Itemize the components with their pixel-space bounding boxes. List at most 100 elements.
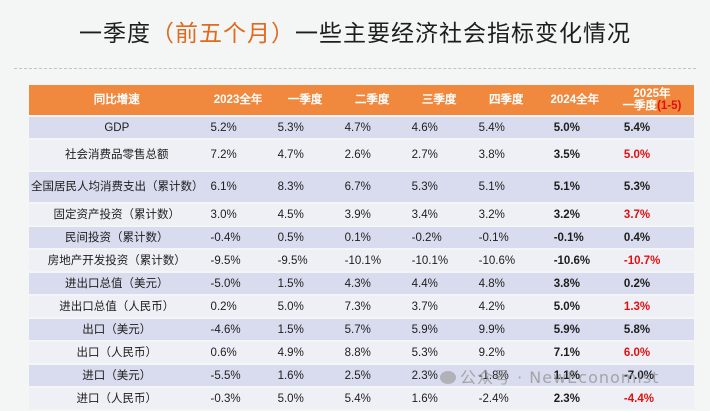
table-row: 固定资产投资（累计数） 3.0% 4.5% 3.9% 3.4% 3.2% 3.2% 3.7% xyxy=(29,204,694,225)
row-label: 民间投资（累计数） xyxy=(29,227,205,248)
table-cell: -5.5% xyxy=(204,365,272,386)
table-cell: 7.2% xyxy=(204,140,272,170)
row-label: 出口（美元） xyxy=(29,319,205,340)
table-cell: 0.5% xyxy=(271,227,339,248)
table-cell: 0.6% xyxy=(204,342,272,363)
wechat-icon xyxy=(440,371,456,384)
table-cell: 3.2% xyxy=(539,204,610,225)
table-cell: 5.4% xyxy=(472,117,540,138)
table-cell: 5.0% xyxy=(271,296,339,317)
table-cell: -0.2% xyxy=(405,227,473,248)
table-cell: 5.0% xyxy=(609,140,694,170)
title-divider xyxy=(14,68,696,69)
table-cell: -4.4% xyxy=(609,388,694,409)
table-cell: 5.7% xyxy=(338,319,406,340)
table-row: 出口（人民币） 0.6% 4.9% 8.8% 5.3% 9.2% 7.1% 6.0% xyxy=(29,342,694,363)
header-2025-range: (1-5) xyxy=(657,100,682,112)
table-cell: 4.9% xyxy=(271,342,339,363)
table-cell: 5.8% xyxy=(609,319,694,340)
column-header-2025: 2025年 一季度(1-5) xyxy=(609,85,694,115)
table-cell: 0.2% xyxy=(204,296,272,317)
table-cell: -10.1% xyxy=(338,250,406,271)
table-cell: 6.1% xyxy=(204,172,272,202)
table-cell: 1.1% xyxy=(539,365,610,386)
table-cell: 0.4% xyxy=(609,227,694,248)
table-cell: 3.7% xyxy=(609,204,694,225)
row-label: 固定资产投资（累计数） xyxy=(29,204,205,225)
row-label: GDP xyxy=(29,117,205,138)
row-label: 进出口总值（美元） xyxy=(29,273,205,294)
table-cell: -4.6% xyxy=(204,319,272,340)
table-cell: -10.6% xyxy=(472,250,540,271)
table-cell: 1.5% xyxy=(271,273,339,294)
table-cell: 5.1% xyxy=(539,172,610,202)
table-cell: -0.3% xyxy=(204,388,272,409)
table-cell: 3.9% xyxy=(338,204,406,225)
column-header: 三季度 xyxy=(405,85,473,115)
row-label: 全国居民人均消费支出（累计数） xyxy=(29,172,205,202)
table-cell: 8.8% xyxy=(338,342,406,363)
table-row: 房地产开发投资（累计数） -9.5% -9.5% -10.1% -10.1% -10.6%… xyxy=(29,250,694,271)
table-cell: -9.5% xyxy=(271,250,339,271)
table-cell: 5.3% xyxy=(405,172,473,202)
table-cell: 6.7% xyxy=(338,172,406,202)
table-cell: 9.2% xyxy=(472,342,540,363)
table-row: GDP 5.2% 5.3% 4.7% 4.6% 5.4% 5.0% 5.4% xyxy=(29,117,694,138)
table-cell: 2.3% xyxy=(405,365,473,386)
watermark-text: 公众号 · NewEconomist xyxy=(460,368,660,387)
table-header-row: 同比增速 2023全年 一季度 二季度 三季度 四季度 2024全年 2025年… xyxy=(29,85,694,115)
table-cell: 4.4% xyxy=(405,273,473,294)
column-header: 同比增速 xyxy=(29,85,205,115)
table-cell: 4.2% xyxy=(472,296,540,317)
title-accent: （前五个月） xyxy=(151,21,295,47)
table-cell: 1.5% xyxy=(271,319,339,340)
table-cell: 5.3% xyxy=(405,342,473,363)
table-cell: 5.3% xyxy=(609,172,694,202)
table-cell: 7.3% xyxy=(338,296,406,317)
table-cell: 0.1% xyxy=(338,227,406,248)
table-cell: 3.7% xyxy=(405,296,473,317)
title-suffix: 一些主要经济社会指标变化情况 xyxy=(295,21,631,47)
table-cell: 1.6% xyxy=(271,365,339,386)
table-cell: -2.4% xyxy=(472,388,540,409)
table-cell: 2.3% xyxy=(539,388,610,409)
row-label: 进出口总值（人民币） xyxy=(29,296,205,317)
table-cell: 1.3% xyxy=(609,296,694,317)
row-label: 进口（美元） xyxy=(29,365,205,386)
indicator-table: 同比增速 2023全年 一季度 二季度 三季度 四季度 2024全年 2025年… xyxy=(29,83,694,411)
table-cell: -10.1% xyxy=(405,250,473,271)
row-label: 出口（人民币） xyxy=(29,342,205,363)
table-cell: 4.8% xyxy=(472,273,540,294)
table-cell: 3.4% xyxy=(405,204,473,225)
table-cell: 8.3% xyxy=(271,172,339,202)
table-cell: 2.6% xyxy=(338,140,406,170)
table-cell: -7.0% xyxy=(609,365,694,386)
column-header: 四季度 xyxy=(472,85,540,115)
table-row: 全国居民人均消费支出（累计数） 6.1% 8.3% 6.7% 5.3% 5.1% 5.1% 5… xyxy=(29,172,694,202)
table-cell: -0.4% xyxy=(204,227,272,248)
column-header: 二季度 xyxy=(338,85,406,115)
table-cell: 5.4% xyxy=(609,117,694,138)
table-cell: 5.9% xyxy=(539,319,610,340)
page-title: 一季度（前五个月）一些主要经济社会指标变化情况 xyxy=(0,14,710,48)
table-cell: 5.9% xyxy=(405,319,473,340)
table-cell: -0.1% xyxy=(472,227,540,248)
table-cell: -9.5% xyxy=(204,250,272,271)
table-cell: -10.6% xyxy=(539,250,610,271)
table-cell: 5.4% xyxy=(338,388,406,409)
table-row: 进口（美元） -5.5% 1.6% 2.5% 2.3% -1.8% 1.1% -7.0% xyxy=(29,365,694,386)
table-cell: 5.0% xyxy=(539,117,610,138)
table-cell: 5.0% xyxy=(539,296,610,317)
table-row: 进出口总值（人民币） 0.2% 5.0% 7.3% 3.7% 4.2% 5.0% 1.3% xyxy=(29,296,694,317)
table-cell: 5.0% xyxy=(271,388,339,409)
table-cell: 0.2% xyxy=(609,273,694,294)
table-cell: -1.8% xyxy=(472,365,540,386)
header-2025-q1: 一季度 xyxy=(622,100,658,112)
table-cell: -0.1% xyxy=(539,227,610,248)
table-cell: 1.6% xyxy=(405,388,473,409)
table-cell: 5.1% xyxy=(472,172,540,202)
table-cell: 3.8% xyxy=(472,140,540,170)
table-row: 出口（美元） -4.6% 1.5% 5.7% 5.9% 9.9% 5.9% 5.8% xyxy=(29,319,694,340)
table-cell: 3.0% xyxy=(204,204,272,225)
table-cell: 4.3% xyxy=(338,273,406,294)
